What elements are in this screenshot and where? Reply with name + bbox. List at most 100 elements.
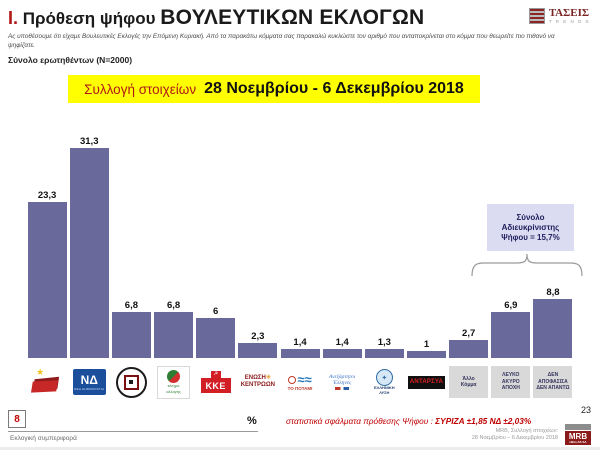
party-logo-ek: ΕΝΩΣΗ✳ ΚΕΝΤΡΩΩΝ: [241, 375, 275, 389]
wave-icon: ≈≈: [288, 373, 312, 386]
potami-name: ΤΟ ΠΟΤΑΜΙ: [287, 385, 313, 391]
bar-value-label: 2,3: [251, 331, 265, 342]
stats-note-prefix: στατιστικά σφάλματα πρόθεσης Ψήφου :: [286, 416, 436, 426]
mrb-logo-bar: [565, 424, 591, 430]
lysi-name: ΕΛΛΗΝΙΚΗ: [373, 385, 395, 390]
logo-slot: Άλλο Κόμμα: [448, 360, 490, 404]
party-logo-kke: ☭ ΚΚΕ: [200, 371, 231, 393]
kinal-sun-icon: [167, 370, 181, 383]
source-note: MRB, Συλλογή στοιχείων: 28 Νοεμβρίου – 6…: [472, 428, 558, 442]
taseis-trends-logo: ΤΑΣΕΙΣ T R E N D S: [528, 7, 590, 25]
syriza-flag-front: [31, 380, 59, 393]
bar-value-label: 6,8: [166, 300, 181, 311]
lysi-name: ΛΥΣΗ: [379, 389, 390, 395]
anel-name-line: Ανεξάρτητοι: [329, 374, 356, 381]
kinal-name: αλλαγής: [166, 388, 181, 394]
stats-note-values: ΣΥΡΙΖΑ ±1,85 ΝΔ ±2,03%: [435, 416, 532, 426]
bar-slot: 6,9: [490, 128, 532, 358]
question-text: Ας υποθέσουμε ότι είχαμε Βουλευτικές Εκλ…: [8, 33, 555, 49]
bar-value-label: 6,9: [504, 300, 518, 311]
party-logo-antarsya: ΑΝΤΑΡΣΥΑ: [407, 375, 445, 389]
bar: [27, 202, 67, 358]
bar-value-label: 1,4: [335, 337, 349, 348]
logo-slot: ΝΔ ΝΕΑ ΔΗΜΟΚΡΑΤΙΑ: [68, 360, 110, 404]
logo-slot: κίνημα αλλαγής: [152, 360, 194, 404]
bar-value-label: 1,4: [293, 337, 307, 348]
bar-slot: 2,3: [237, 128, 279, 358]
bar: [154, 312, 194, 358]
bar-value-label: 6,8: [124, 300, 138, 311]
bar-slot: 1: [405, 128, 447, 358]
logo-slot: ΛΕΥΚΟ ΑΚΥΡΟ ΑΠΟΧΗ: [490, 360, 532, 404]
mrb-logo: MRB HELLAS SA: [565, 424, 591, 445]
title-caps: ΒΟΥΛΕΥΤΙΚΩΝ ΕΚΛΟΓΩΝ: [160, 6, 425, 29]
brace-icon: [471, 253, 583, 277]
note-line: Ψήφου = 15,7%: [501, 232, 560, 242]
title-main: Πρόθεση ψήφου: [18, 9, 161, 28]
section-label: Εκλογική συμπεριφορά: [10, 435, 77, 442]
bar: [111, 312, 151, 358]
note-line: Σύνολο: [516, 212, 545, 222]
option-label-line: ΑΠΟΧΗ: [501, 385, 520, 392]
slide-bottom-edge: [0, 447, 600, 450]
party-logo-nd: ΝΔ ΝΕΑ ΔΗΜΟΚΡΑΤΙΑ: [72, 369, 106, 395]
page-number-right: 23: [580, 405, 591, 415]
bar: [69, 148, 109, 358]
mrb-logo-text: MRB: [568, 431, 588, 441]
meander-icon: [123, 374, 139, 390]
hammer-sickle-icon: ☭: [210, 371, 221, 378]
bar-slot: 23,3: [26, 128, 68, 358]
note-line: Αδιευκρίνιστης: [501, 222, 560, 232]
option-label-line: ΔΕΝ ΑΠΑΝΤΩ: [536, 385, 570, 392]
bar-value-label: 23,3: [37, 190, 57, 201]
taseis-logo-text: ΤΑΣΕΙΣ: [548, 7, 590, 19]
fieldwork-dates: 28 Νοεμβρίου - 6 Δεκεμβρίου 2018: [204, 80, 464, 97]
trends-logo-subtext: T R E N D S: [548, 19, 590, 24]
bar: [238, 343, 278, 358]
nd-name: ΝΕΑ ΔΗΜΟΚΡΑΤΙΑ: [74, 386, 105, 391]
party-logo-lysi: ✦ ΕΛΛΗΝΙΚΗ ΛΥΣΗ: [374, 369, 395, 395]
fieldwork-banner: Συλλογή στοιχείων 28 Νοεμβρίου - 6 Δεκεμ…: [68, 75, 480, 103]
party-logo-syriza: ★: [30, 367, 64, 395]
taseis-logo-icon: [528, 8, 545, 24]
party-logo-graybox: Άλλο Κόμμα: [449, 366, 489, 398]
logo-slot: ΑΝΤΑΡΣΥΑ: [405, 360, 447, 404]
bar-slot: 1,4: [279, 128, 321, 358]
party-logos-row: ★ ΝΔ ΝΕΑ ΔΗΜΟΚΡΑΤΙΑ κίνημα αλλαγής ☭ ΚΚΕ ΕΝΩΣΗ✳…: [26, 360, 574, 404]
logo-slot: ✦ ΕΛΛΗΝΙΚΗ ΛΥΣΗ: [363, 360, 405, 404]
source-line: MRB, Συλλογή στοιχείων:: [495, 428, 558, 434]
party-logo-anel: Ανεξάρτητοι Έλληνες: [329, 374, 355, 390]
nd-initials: ΝΔ: [80, 372, 98, 387]
option-label-line: Κόμμα: [460, 382, 477, 388]
mrb-logo-subtext: HELLAS SA: [569, 439, 587, 444]
anel-name-line: Έλληνες: [333, 380, 352, 387]
option-label-line: ΑΠΟΦΑΣΙΣΑ: [538, 378, 568, 385]
option-label-line: ΑΚΥΡΟ: [501, 378, 520, 385]
bar: [280, 349, 320, 358]
party-logo-graybox: ΔΕΝ ΑΠΟΦΑΣΙΣΑ ΔΕΝ ΑΠΑΝΤΩ: [533, 366, 573, 398]
bar-value-label: 1: [423, 339, 430, 350]
bar-slot: 1,3: [363, 128, 405, 358]
bar-slot: 2,7: [448, 128, 490, 358]
kke-name: ΚΚΕ: [200, 378, 231, 393]
bar-value-label: 2,7: [462, 328, 476, 339]
ring-icon: [288, 376, 297, 385]
bar: [406, 351, 446, 358]
option-label-line: ΛΕΥΚΟ: [502, 372, 520, 379]
bird-emblem-icon: ✦: [375, 369, 393, 386]
bar-value-label: 1,3: [377, 337, 391, 348]
source-line: 28 Νοεμβρίου – 6 Δεκεμβρίου 2018: [471, 435, 558, 441]
footer-divider: [8, 431, 258, 432]
bar: [491, 312, 531, 358]
bar: [533, 299, 573, 358]
percent-axis-label: %: [247, 415, 257, 427]
bar: [364, 349, 404, 358]
logo-slot: ★: [26, 360, 68, 404]
logo-slot: ΔΕΝ ΑΠΟΦΑΣΙΣΑ ΔΕΝ ΑΠΑΝΤΩ: [532, 360, 574, 404]
party-logo-xa: [115, 366, 147, 398]
title-number: Ι.: [8, 8, 19, 28]
kinal-name: κίνημα: [167, 383, 180, 388]
logo-slot: [110, 360, 152, 404]
logo-slot: Ανεξάρτητοι Έλληνες: [321, 360, 363, 404]
